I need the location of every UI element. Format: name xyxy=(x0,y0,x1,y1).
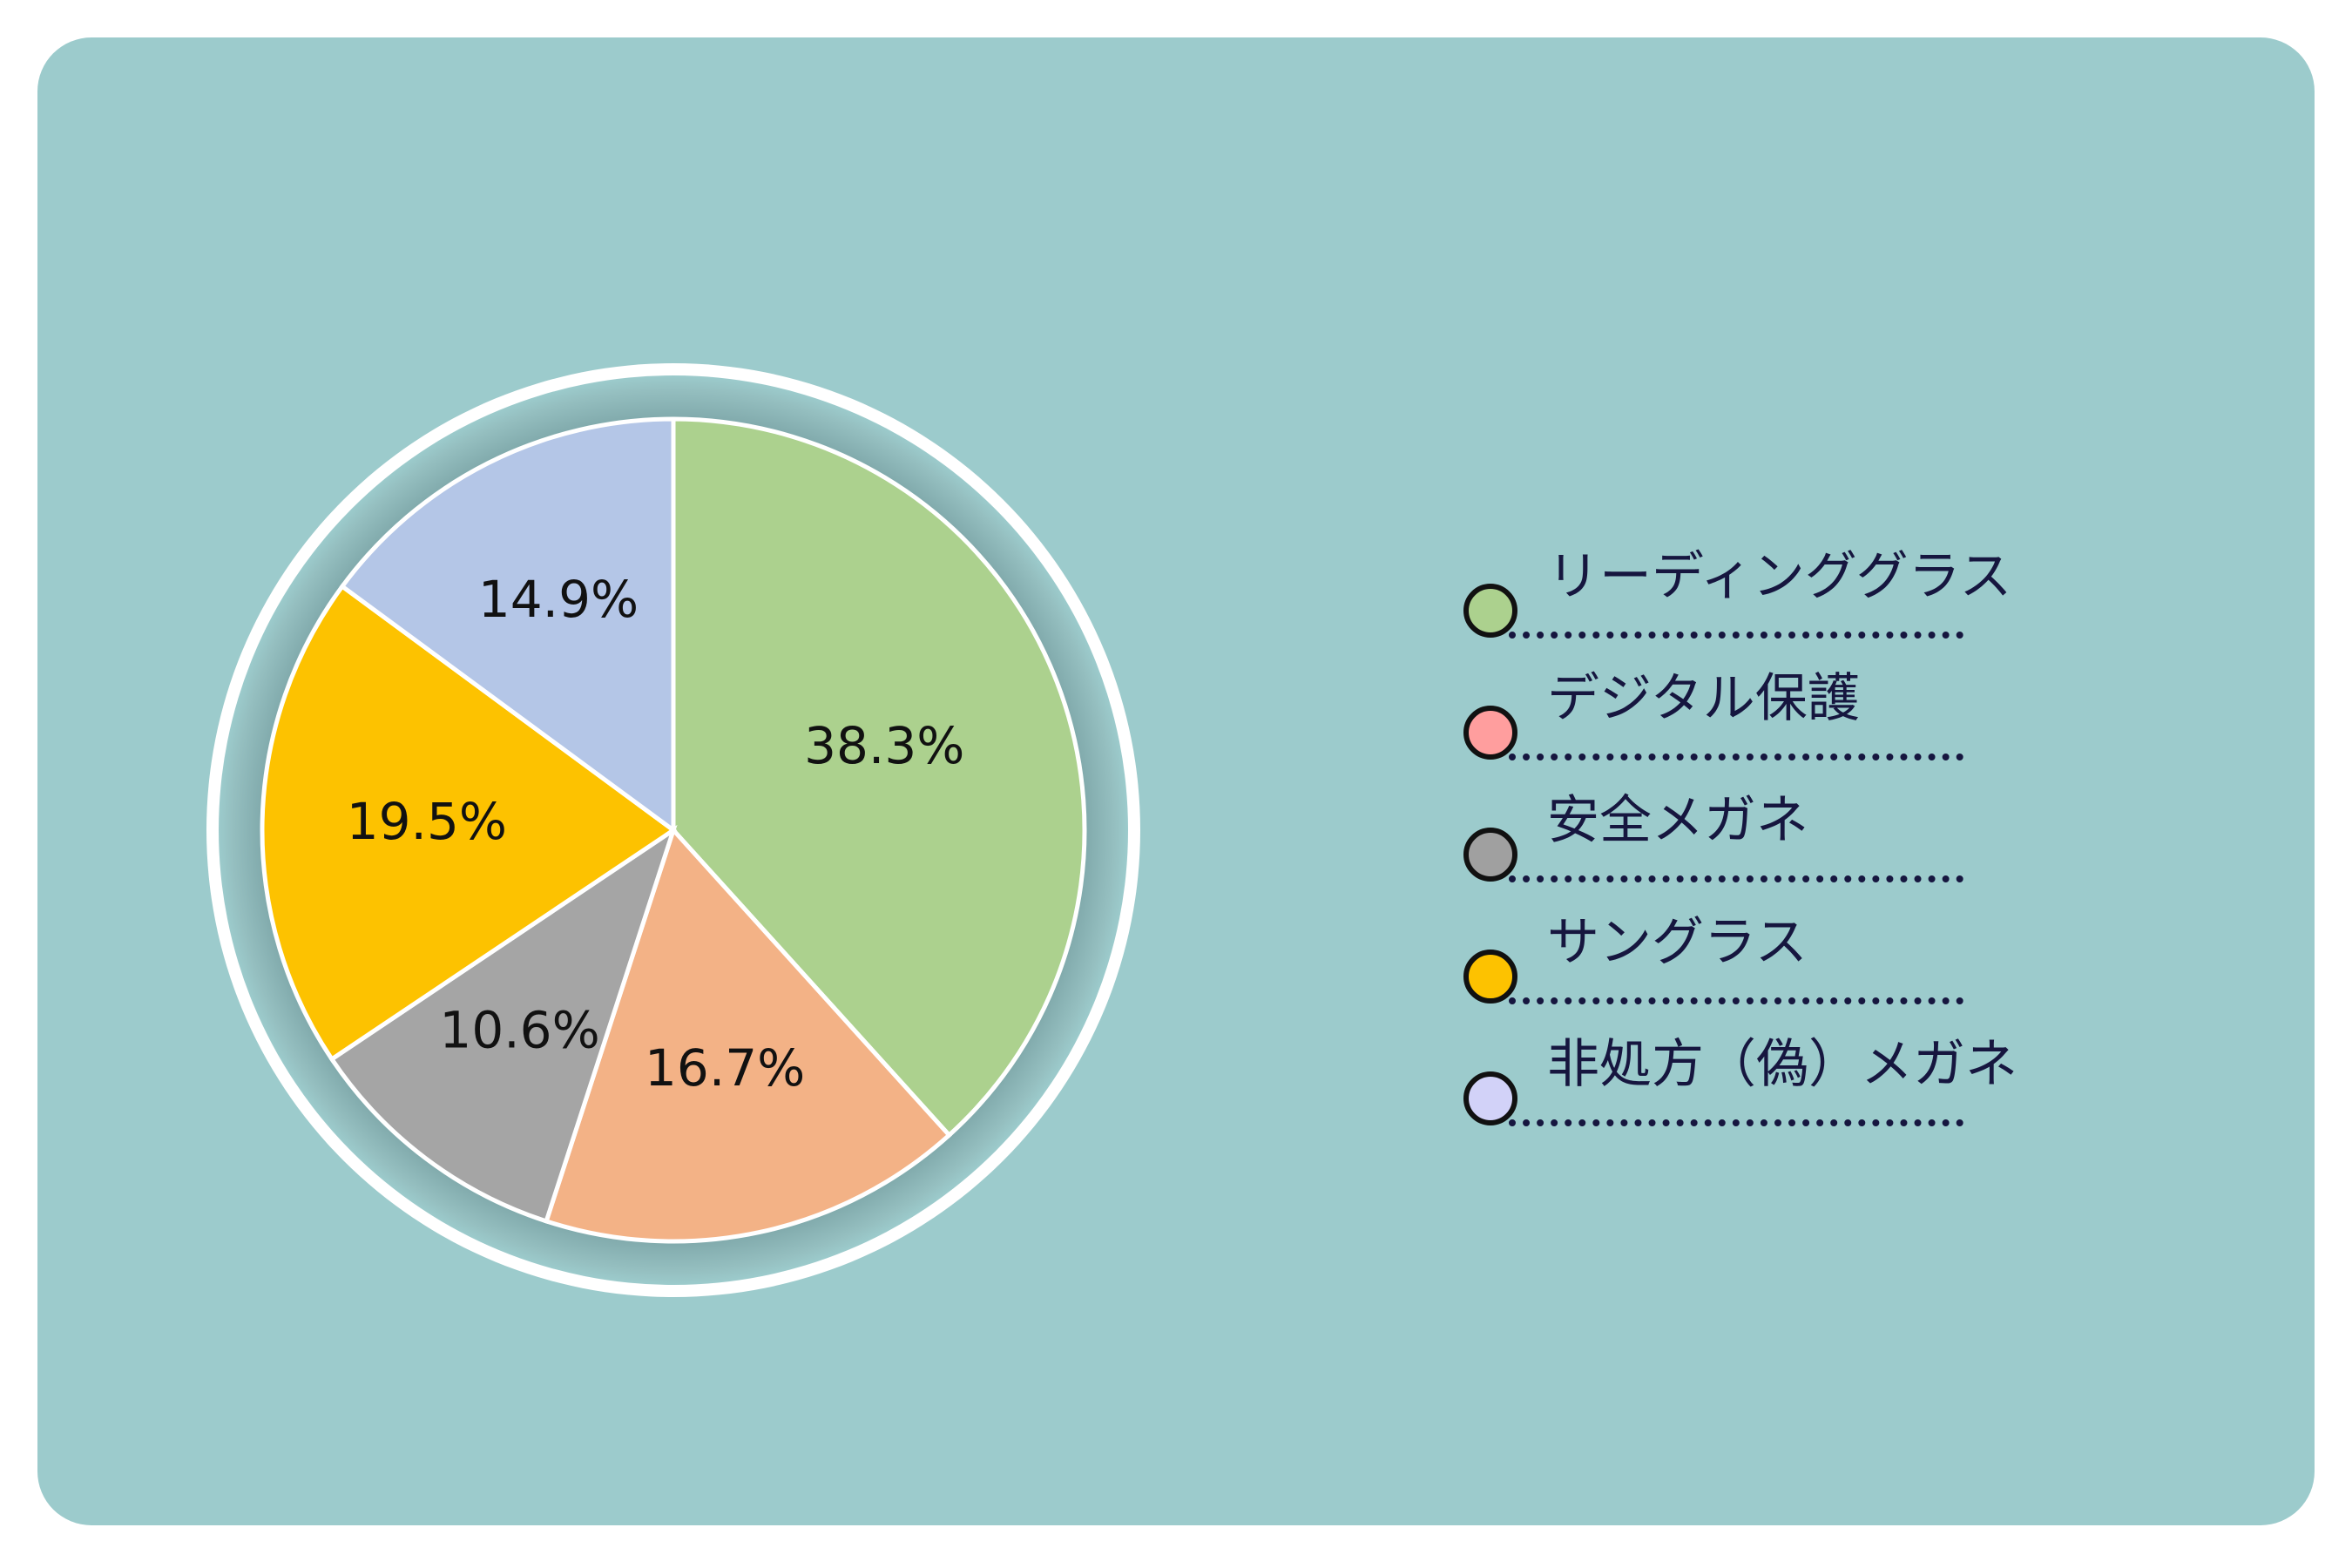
legend-label: 非処方（偽）メガネ xyxy=(1547,1034,2017,1095)
legend-dotted-leader xyxy=(1509,997,1963,1004)
pie-slice-3 xyxy=(328,824,678,1225)
slice-label-1: 38.3% xyxy=(804,716,964,775)
slice-label-4: 19.5% xyxy=(347,792,507,851)
legend-item: 安全メガネ xyxy=(1455,780,1977,902)
pie-slice-5 xyxy=(339,416,676,835)
legend-swatch-icon xyxy=(1463,1071,1517,1125)
legend-label: デジタル保護 xyxy=(1547,668,1860,729)
legend-item: リーディンググラス xyxy=(1455,536,2011,658)
pie-slice-4 xyxy=(260,583,678,1063)
legend-swatch-icon xyxy=(1463,828,1517,882)
legend-label: サングラス xyxy=(1547,912,1808,973)
legend-item: サングラス xyxy=(1455,902,1977,1024)
legend-swatch-icon xyxy=(1463,584,1517,638)
legend-swatch-icon xyxy=(1463,706,1517,760)
legend-label: リーディンググラス xyxy=(1547,546,2012,607)
slice-label-2: 16.7% xyxy=(645,1038,805,1098)
legend-dotted-leader xyxy=(1509,632,1963,639)
legend-dotted-leader xyxy=(1509,754,1963,760)
legend-dotted-leader xyxy=(1509,875,1963,882)
legend-item: 非処方（偽）メガネ xyxy=(1455,1024,2017,1146)
pie-slice-2 xyxy=(543,826,953,1244)
legend: リーディンググラス デジタル保護 安全メガネサングラス非処方（偽）メガネ xyxy=(1455,536,2017,1146)
slice-label-5: 14.9% xyxy=(478,570,639,629)
pie-slices xyxy=(260,416,1087,1244)
legend-label: 安全メガネ xyxy=(1547,790,1808,851)
slice-label-3: 10.6% xyxy=(439,1001,599,1060)
pie-labels: 38.3% 16.7% 10.6% 19.5% 14.9% xyxy=(347,570,965,1098)
legend-dotted-leader xyxy=(1509,1119,1963,1126)
pie-slice-1 xyxy=(671,416,1087,1139)
legend-item: デジタル保護 xyxy=(1455,658,1977,780)
legend-swatch-icon xyxy=(1463,950,1517,1004)
